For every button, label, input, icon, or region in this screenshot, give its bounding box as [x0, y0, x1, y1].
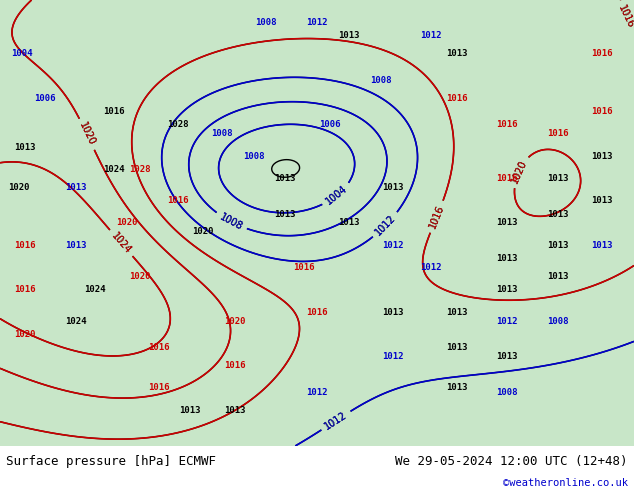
Text: 1008: 1008	[256, 18, 277, 27]
Text: 1013: 1013	[446, 384, 467, 392]
Text: 1016: 1016	[617, 3, 634, 29]
Text: 1016: 1016	[547, 129, 569, 138]
Text: 1013: 1013	[65, 241, 87, 250]
Text: 1024: 1024	[109, 230, 133, 256]
Text: 1020: 1020	[116, 219, 138, 227]
Text: 1016: 1016	[148, 384, 169, 392]
Text: 1004: 1004	[324, 184, 349, 207]
Text: 1016: 1016	[592, 49, 613, 58]
Text: 1016: 1016	[496, 121, 518, 129]
Text: 1008: 1008	[496, 388, 518, 397]
Text: ©weatheronline.co.uk: ©weatheronline.co.uk	[503, 478, 628, 489]
Text: 1006: 1006	[34, 94, 55, 102]
Text: 1024: 1024	[65, 317, 87, 325]
Text: 1013: 1013	[496, 352, 518, 361]
Text: 1012: 1012	[382, 352, 404, 361]
Text: 1016: 1016	[224, 361, 245, 370]
Text: 1020: 1020	[509, 158, 529, 185]
Text: 1013: 1013	[275, 174, 296, 183]
Text: 1013: 1013	[547, 210, 569, 219]
Text: 1013: 1013	[65, 183, 87, 192]
Text: 1013: 1013	[496, 254, 518, 263]
Text: 1012: 1012	[306, 18, 328, 27]
Text: 1012: 1012	[420, 263, 442, 272]
Text: 1012: 1012	[373, 213, 398, 238]
Text: 1012: 1012	[323, 410, 349, 431]
Text: 1013: 1013	[382, 308, 404, 317]
Text: 1016: 1016	[427, 203, 446, 230]
Text: 1012: 1012	[382, 241, 404, 250]
Text: 1013: 1013	[446, 308, 467, 317]
Text: 1008: 1008	[243, 151, 264, 161]
Text: 1012: 1012	[420, 31, 442, 40]
Text: 1016: 1016	[103, 107, 125, 116]
Text: 1008: 1008	[218, 212, 244, 232]
Text: 1013: 1013	[179, 406, 201, 415]
Text: 1006: 1006	[319, 121, 340, 129]
Text: 1013: 1013	[592, 241, 613, 250]
Text: 1004: 1004	[11, 49, 33, 58]
Text: 1020: 1020	[192, 227, 214, 236]
Text: 1020: 1020	[77, 121, 97, 147]
Text: 1016: 1016	[148, 343, 169, 352]
Text: 1008: 1008	[211, 129, 233, 138]
Text: 1016: 1016	[617, 3, 634, 29]
Text: 1012: 1012	[496, 317, 518, 325]
Text: 1013: 1013	[15, 143, 36, 151]
Text: 1016: 1016	[446, 94, 467, 102]
Text: 1008: 1008	[370, 76, 391, 85]
Text: 1016: 1016	[496, 174, 518, 183]
Text: 1013: 1013	[592, 196, 613, 205]
Text: 1013: 1013	[338, 219, 359, 227]
Text: 1020: 1020	[8, 183, 30, 192]
Text: 1013: 1013	[496, 219, 518, 227]
Text: 1024: 1024	[109, 230, 133, 256]
Text: 1013: 1013	[547, 174, 569, 183]
Text: 1013: 1013	[275, 210, 296, 219]
Text: 1016: 1016	[427, 203, 446, 230]
Text: 1020: 1020	[224, 317, 245, 325]
Text: 1008: 1008	[547, 317, 569, 325]
Text: 1013: 1013	[224, 406, 245, 415]
Text: We 29-05-2024 12:00 UTC (12+48): We 29-05-2024 12:00 UTC (12+48)	[395, 455, 628, 468]
Text: 1016: 1016	[294, 263, 315, 272]
Text: 1013: 1013	[592, 151, 613, 161]
Text: 1013: 1013	[446, 49, 467, 58]
Text: 1012: 1012	[306, 388, 328, 397]
Text: 1020: 1020	[129, 272, 150, 281]
Text: 1016: 1016	[167, 196, 188, 205]
Text: 1016: 1016	[306, 308, 328, 317]
Text: 1013: 1013	[382, 183, 404, 192]
Text: 1020: 1020	[77, 121, 97, 147]
Text: 1016: 1016	[15, 285, 36, 294]
Text: 1013: 1013	[547, 272, 569, 281]
Text: 1008: 1008	[218, 212, 244, 232]
Text: 1016: 1016	[15, 241, 36, 250]
Text: 1013: 1013	[547, 241, 569, 250]
Text: 1024: 1024	[103, 165, 125, 174]
Text: 1013: 1013	[496, 285, 518, 294]
Text: 1013: 1013	[446, 343, 467, 352]
Text: 1020: 1020	[509, 158, 529, 185]
Text: 1013: 1013	[338, 31, 359, 40]
Text: 1012: 1012	[373, 213, 398, 238]
Text: 1028: 1028	[129, 165, 150, 174]
Text: 1012: 1012	[323, 410, 349, 431]
Text: 1028: 1028	[167, 121, 188, 129]
Text: Surface pressure [hPa] ECMWF: Surface pressure [hPa] ECMWF	[6, 455, 216, 468]
Text: 1016: 1016	[592, 107, 613, 116]
Text: 1020: 1020	[15, 330, 36, 339]
Text: 1004: 1004	[324, 184, 349, 207]
Text: 1024: 1024	[84, 285, 106, 294]
